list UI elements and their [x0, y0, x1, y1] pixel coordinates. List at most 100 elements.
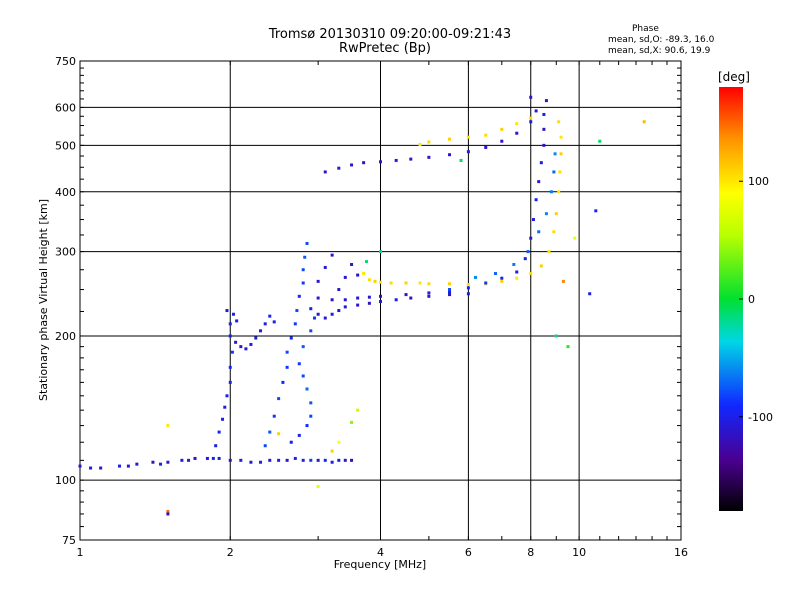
data-point	[448, 293, 452, 297]
y-tick-label: 400	[55, 186, 76, 199]
data-point	[301, 268, 305, 272]
data-point	[330, 312, 334, 316]
data-point	[305, 424, 309, 428]
data-point	[223, 405, 227, 409]
data-point	[350, 163, 354, 167]
data-point	[427, 294, 431, 298]
data-point	[542, 112, 546, 116]
data-point	[337, 166, 341, 170]
data-point	[418, 281, 422, 285]
data-point	[500, 276, 504, 280]
data-point	[515, 276, 519, 280]
data-point	[523, 257, 527, 261]
data-point	[211, 456, 215, 460]
data-point	[330, 253, 334, 257]
data-point	[268, 458, 272, 462]
data-point	[448, 288, 452, 292]
data-point	[542, 143, 546, 147]
data-point	[301, 374, 305, 378]
phase-heading: Phase	[632, 24, 659, 34]
data-point	[466, 286, 470, 290]
data-point	[277, 458, 281, 462]
data-point	[235, 319, 239, 323]
data-point	[559, 135, 563, 139]
data-point	[214, 444, 218, 448]
data-point	[259, 329, 263, 333]
data-point	[99, 466, 103, 470]
data-point	[277, 432, 281, 436]
data-point	[285, 365, 289, 369]
data-point	[187, 458, 191, 462]
data-point	[526, 250, 530, 254]
data-point	[367, 295, 371, 299]
data-point	[547, 250, 551, 254]
data-point	[281, 380, 285, 384]
data-point	[89, 466, 93, 470]
data-point	[289, 336, 293, 340]
data-point	[594, 209, 598, 213]
data-point	[330, 298, 334, 302]
data-point	[350, 420, 354, 424]
data-point	[544, 99, 548, 103]
data-point	[309, 458, 313, 462]
data-point	[537, 180, 541, 184]
data-point	[337, 309, 341, 313]
scatter-points	[78, 95, 646, 516]
data-point	[557, 120, 561, 124]
data-point	[337, 288, 341, 292]
y-tick-label: 600	[55, 101, 76, 114]
data-point	[301, 345, 305, 349]
data-point	[515, 131, 519, 135]
data-point	[394, 158, 398, 162]
data-point	[323, 265, 327, 269]
data-point	[343, 298, 347, 302]
data-point	[529, 236, 533, 240]
data-point	[559, 152, 563, 156]
data-point	[409, 157, 413, 161]
y-tick-label: 750	[55, 55, 76, 68]
data-point	[448, 153, 452, 157]
data-point	[180, 458, 184, 462]
data-point	[297, 362, 301, 366]
data-point	[316, 296, 320, 300]
data-point	[642, 120, 646, 124]
data-point	[323, 458, 327, 462]
data-point	[427, 140, 431, 144]
data-point	[305, 241, 309, 245]
data-point	[448, 290, 452, 294]
data-point	[166, 512, 170, 516]
chart-title: Tromsø 20130310 09:20:00-09:21:43	[268, 27, 512, 42]
data-point	[588, 292, 592, 296]
data-point	[249, 460, 253, 464]
data-point	[549, 190, 553, 194]
data-point	[309, 307, 313, 311]
x-tick-label: 10	[572, 546, 586, 559]
data-point	[484, 145, 488, 149]
data-point	[330, 449, 334, 453]
data-point	[285, 458, 289, 462]
data-point	[231, 312, 235, 316]
data-point	[473, 275, 477, 279]
data-point	[515, 270, 519, 274]
data-point	[379, 250, 382, 254]
data-point	[362, 272, 366, 276]
data-point	[362, 161, 366, 165]
data-point	[466, 283, 470, 287]
data-point	[228, 458, 232, 462]
data-point	[500, 127, 504, 131]
data-point	[484, 133, 488, 137]
data-point	[343, 458, 347, 462]
data-point	[542, 127, 546, 131]
data-point	[573, 236, 577, 240]
data-point	[500, 139, 504, 143]
x-tick-label: 1	[77, 546, 84, 559]
data-point	[404, 293, 408, 297]
data-point	[552, 230, 556, 234]
data-point	[427, 155, 431, 159]
x-tick-label: 6	[465, 546, 472, 559]
colorbar-ticks: 100 0 -100	[739, 175, 773, 424]
data-point	[228, 322, 232, 326]
data-point	[272, 320, 276, 324]
x-tick-label: 4	[377, 546, 384, 559]
data-point	[566, 345, 570, 349]
